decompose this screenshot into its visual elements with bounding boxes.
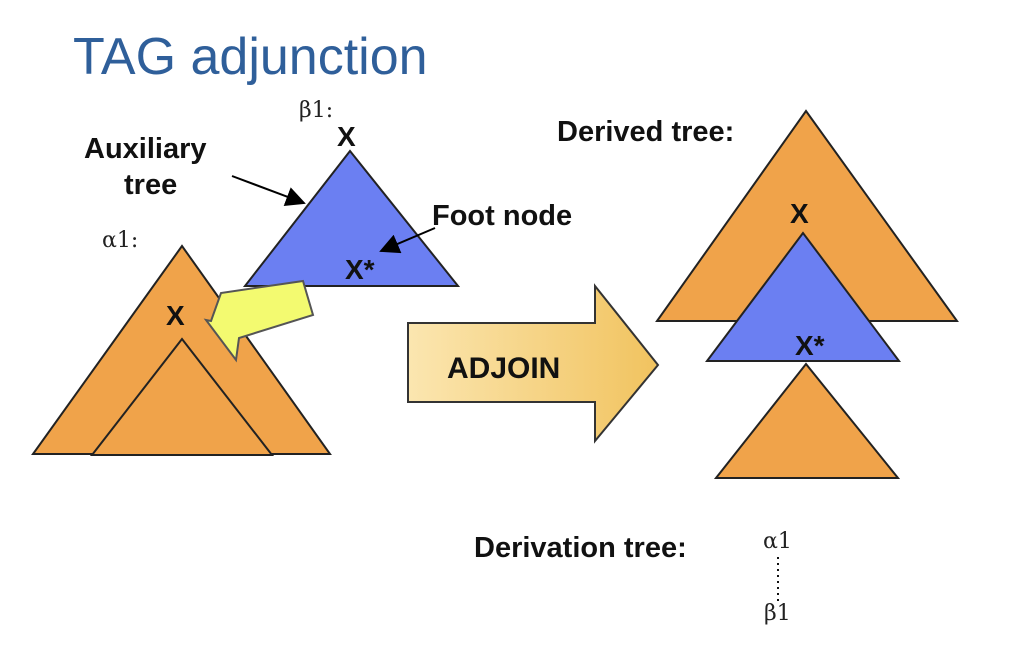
- foot-node-pointer: [379, 227, 436, 254]
- foot-node-label: Foot node: [432, 200, 572, 232]
- adjoin-arrow-icon: [407, 283, 660, 444]
- auxiliary-tree-pointer: [231, 175, 306, 207]
- beta1-foot-x: X*: [345, 254, 375, 285]
- derived-adjoined-tree: [705, 231, 901, 362]
- adjoin-label: ADJOIN: [447, 352, 560, 385]
- alpha1-label: α1:: [102, 228, 138, 253]
- beta1-label: β1:: [299, 98, 333, 123]
- derivation-parent-alpha1: α1: [763, 529, 792, 554]
- beta1-root-x: X: [337, 121, 356, 152]
- alpha1-subtree: [89, 337, 275, 456]
- auxiliary-tree-label-line1: Auxiliary: [84, 133, 207, 165]
- derived-foot-x: X*: [795, 330, 825, 361]
- derived-node-x: X: [790, 198, 809, 229]
- derived-lower-tree: [713, 362, 901, 479]
- beta1-auxiliary-tree: [242, 149, 461, 287]
- slide-title: TAG adjunction: [73, 28, 428, 86]
- derivation-child-beta1: β1: [764, 601, 791, 626]
- derived-tree-label: Derived tree:: [557, 116, 734, 148]
- derivation-tree-label: Derivation tree:: [474, 532, 687, 564]
- insertion-arrow-icon: [203, 279, 315, 363]
- alpha1-node-x: X: [166, 300, 185, 331]
- auxiliary-tree-label-line2: tree: [124, 169, 177, 201]
